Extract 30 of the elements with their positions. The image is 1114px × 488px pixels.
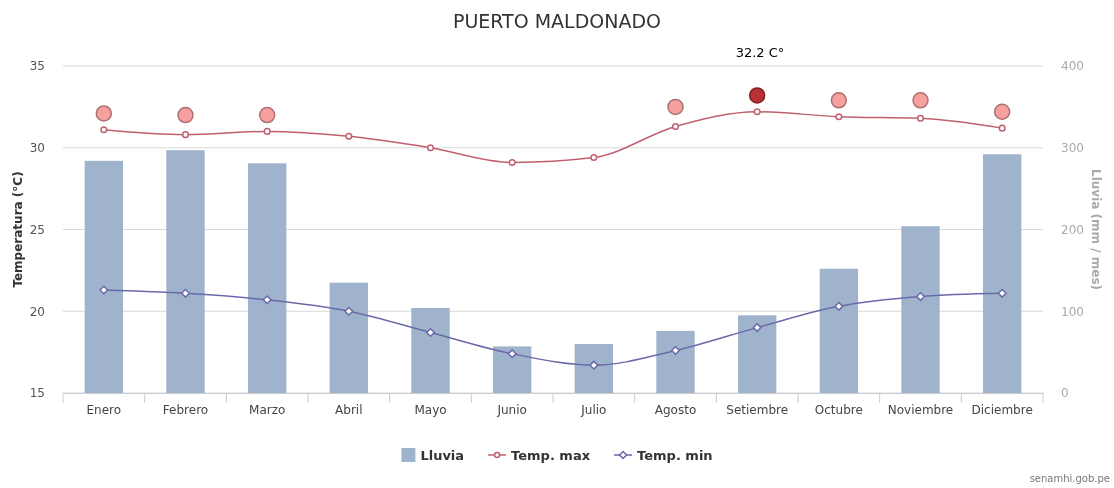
x-tick-label: Julio: [580, 402, 607, 417]
legend-label: Temp. max: [511, 448, 591, 463]
x-tick-label: Setiembre: [726, 402, 789, 417]
text: 32.2 C°: [735, 45, 785, 60]
y-tick-label: 30: [29, 141, 45, 156]
y-tick-label: 20: [29, 304, 45, 319]
x-tick-label: Diciembre: [971, 402, 1033, 417]
y2-tick-label: 100: [1061, 304, 1084, 319]
x-tick-label: Enero: [86, 402, 122, 417]
y2-axis-title: Lluvia (mm / mes): [1089, 168, 1103, 291]
x-tick-label: Octubre: [814, 402, 863, 417]
x-tick-label: Marzo: [249, 402, 286, 417]
y-tick-label: 15: [29, 386, 45, 401]
x-tick-label: Mayo: [414, 402, 447, 417]
x-tick-label: Noviembre: [887, 402, 954, 417]
y2-tick-label: 0: [1061, 386, 1069, 401]
y-tick-label: 35: [29, 59, 45, 74]
y2-tick-label: 300: [1061, 141, 1084, 156]
x-tick-label: Febrero: [162, 402, 209, 417]
chart-title: PUERTO MALDONADO: [452, 10, 662, 32]
text: senamhi.gob.pe: [1029, 473, 1110, 484]
legend-label: Lluvia: [420, 448, 465, 463]
y2-tick-label: 200: [1061, 222, 1084, 237]
y-axis-title: Temperatura (°C): [11, 171, 25, 288]
x-tick-label: Abril: [335, 402, 363, 417]
x-tick-label: Agosto: [654, 402, 697, 417]
y2-tick-label: 400: [1061, 59, 1084, 74]
y-tick-label: 25: [29, 222, 45, 237]
x-tick-label: Junio: [496, 402, 527, 417]
legend-label: Temp. min: [637, 448, 713, 463]
